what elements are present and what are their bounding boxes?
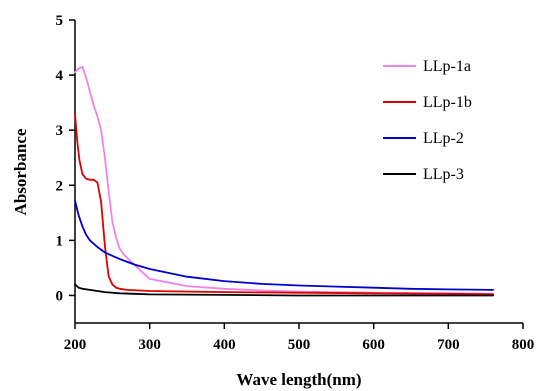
legend-label: LLp-2 [423,130,464,147]
y-tick-label: 1 [56,233,64,249]
series-line-llp-1a [74,65,495,295]
x-tick-label: 400 [213,337,236,353]
x-tick-label: 600 [362,337,385,353]
x-axis-title: Wave length(nm) [236,370,361,389]
legend-label: LLp-3 [423,166,464,183]
y-axis-title: Absorbance [11,128,30,215]
x-tick-label: 300 [138,337,161,353]
plot-area: 200 300 400 500 600 700 800 0 1 2 3 4 5 [56,13,535,353]
series-line-llp-2 [74,199,495,291]
x-tick-label: 700 [437,337,460,353]
series-lines [74,65,495,297]
series-line-llp-3 [74,283,495,297]
y-axis-ticks: 0 1 2 3 4 5 [56,13,75,304]
x-tick-label: 200 [64,337,87,353]
y-tick-label: 5 [56,13,64,29]
x-tick-label: 800 [512,337,535,353]
legend-label: LLp-1a [423,58,471,75]
y-tick-label: 3 [56,123,64,139]
x-tick-label: 500 [288,337,311,353]
y-tick-label: 0 [56,288,64,304]
y-tick-label: 4 [56,68,64,84]
x-axis-ticks: 200 300 400 500 600 700 800 [64,323,535,353]
y-tick-label: 2 [56,178,64,194]
series-line-llp-1b [74,112,495,296]
legend: LLp-1a LLp-1b LLp-2 LLp-3 [383,58,472,183]
legend-label: LLp-1b [423,94,472,111]
